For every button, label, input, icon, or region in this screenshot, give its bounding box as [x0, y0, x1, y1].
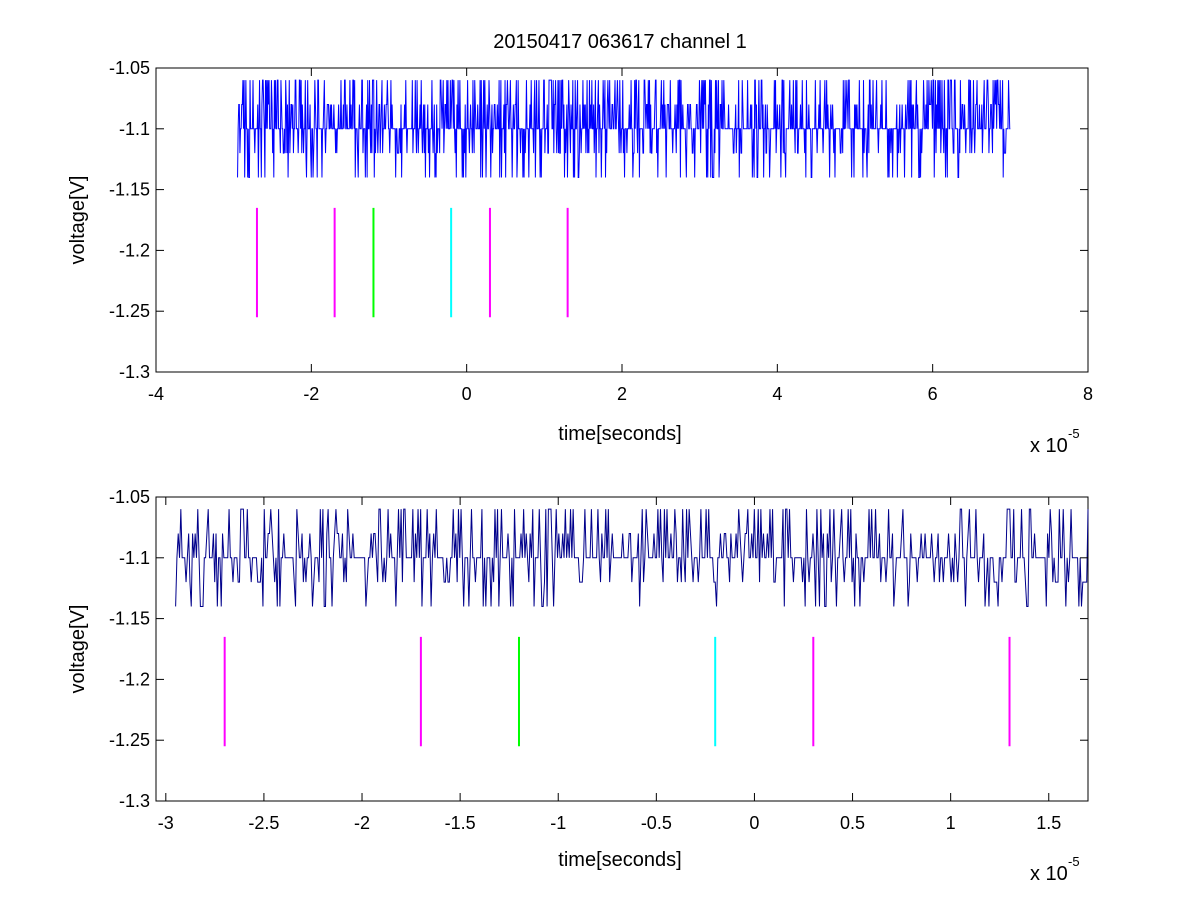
x-tick-label: 0 — [462, 384, 472, 404]
voltage-trace — [175, 508, 1089, 607]
voltage-trace — [237, 79, 1011, 178]
x-tick-label: 2 — [617, 384, 627, 404]
top-x-axis-label: time[seconds] — [558, 423, 681, 445]
bottom-signal-series — [175, 508, 1089, 607]
x-tick-label: -0.5 — [641, 813, 672, 833]
top-y-ticks: -1.3 -1.25 -1.2 -1.15 -1.1 -1.05 — [109, 58, 1088, 382]
chart-title: 20150417 063617 channel 1 — [493, 31, 747, 53]
x-tick-label: 1 — [946, 813, 956, 833]
x-tick-label: 8 — [1083, 384, 1093, 404]
y-tick-label: -1.2 — [119, 240, 150, 260]
x-tick-label: 4 — [772, 384, 782, 404]
y-tick-label: -1.1 — [119, 548, 150, 568]
top-y-axis-label: voltage[V] — [67, 176, 89, 265]
y-tick-label: -1.2 — [119, 669, 150, 689]
x-tick-label: -1 — [550, 813, 566, 833]
x-tick-label: 0 — [749, 813, 759, 833]
x-tick-label: -2 — [303, 384, 319, 404]
x-tick-label: -2.5 — [248, 813, 279, 833]
top-x-multiplier-exponent: -5 — [1068, 426, 1080, 441]
y-tick-label: -1.3 — [119, 362, 150, 382]
y-tick-label: -1.15 — [109, 180, 150, 200]
top-axes: 20150417 063617 channel 1 -4 -2 0 2 4 6 8 -1.3… — [67, 31, 1093, 457]
x-tick-label: -4 — [148, 384, 164, 404]
top-event-markers — [255, 207, 569, 318]
x-tick-label: -1.5 — [445, 813, 476, 833]
bottom-plot-frame — [155, 496, 1089, 802]
x-tick-label: 1.5 — [1036, 813, 1061, 833]
bottom-event-markers — [223, 636, 1011, 747]
y-tick-label: -1.1 — [119, 119, 150, 139]
y-tick-label: -1.05 — [109, 58, 150, 78]
bottom-x-axis-label: time[seconds] — [558, 849, 681, 871]
y-tick-label: -1.25 — [109, 301, 150, 321]
y-tick-label: -1.25 — [109, 730, 150, 750]
top-signal-series — [237, 79, 1011, 178]
y-tick-label: -1.3 — [119, 791, 150, 811]
x-tick-label: 6 — [928, 384, 938, 404]
x-tick-label: -3 — [158, 813, 174, 833]
top-x-multiplier: x 10 — [1030, 435, 1068, 457]
y-tick-label: -1.05 — [109, 487, 150, 507]
bottom-axes: -3 -2.5 -2 -1.5 -1 -0.5 0 0.5 1 1.5 -1.3 -1.25 -1.2… — [67, 487, 1089, 885]
bottom-x-ticks: -3 -2.5 -2 -1.5 -1 -0.5 0 0.5 1 1.5 — [158, 497, 1061, 833]
x-tick-label: 0.5 — [840, 813, 865, 833]
x-tick-label: -2 — [354, 813, 370, 833]
y-tick-label: -1.15 — [109, 609, 150, 629]
bottom-y-axis-label: voltage[V] — [67, 605, 89, 694]
bottom-x-multiplier-exponent: -5 — [1068, 854, 1080, 869]
bottom-x-multiplier: x 10 — [1030, 863, 1068, 885]
top-x-ticks: -4 -2 0 2 4 6 8 — [148, 68, 1093, 404]
bottom-y-ticks: -1.3 -1.25 -1.2 -1.15 -1.1 -1.05 — [109, 487, 1088, 811]
